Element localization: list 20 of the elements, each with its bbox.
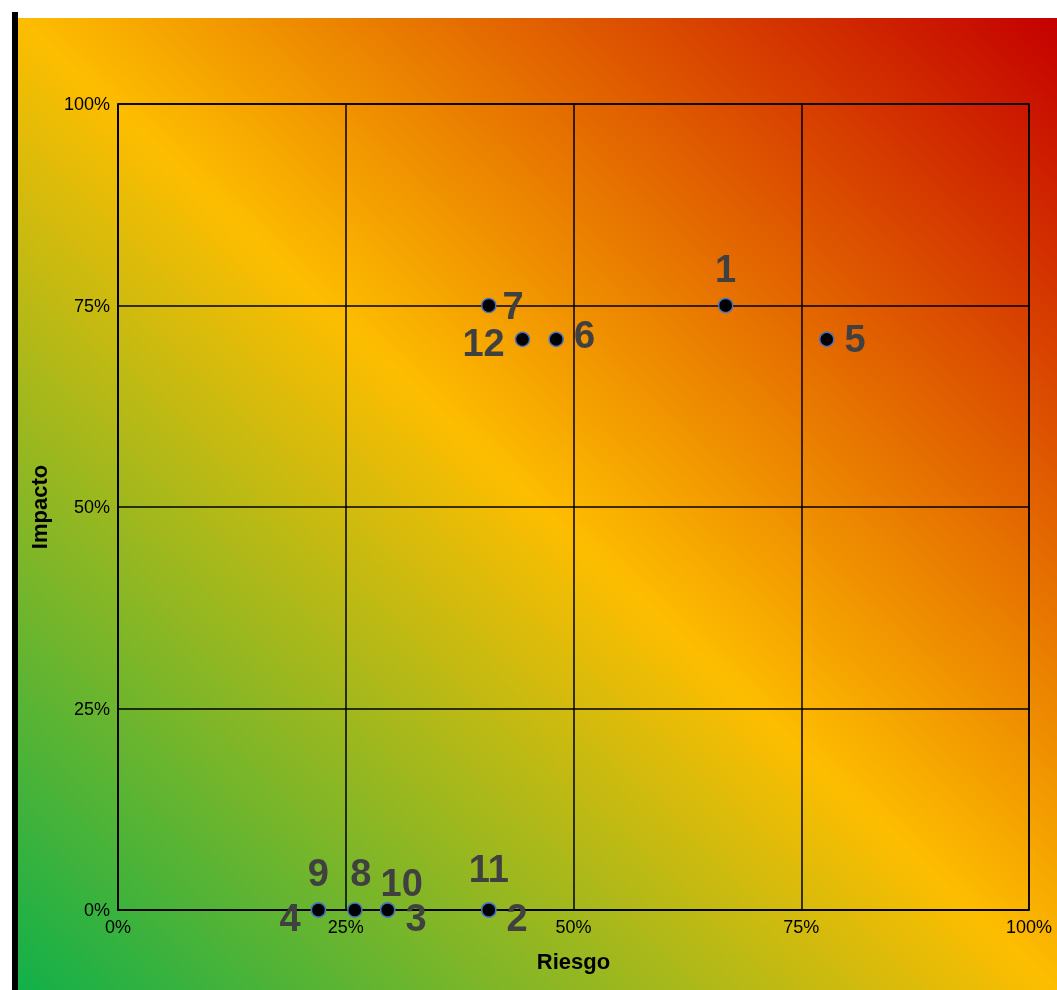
series-label: 5 xyxy=(844,318,866,361)
y-axis-title: Impacto xyxy=(26,464,52,550)
x-tick-label: 25% xyxy=(327,917,364,937)
series-label: 1 xyxy=(715,247,737,290)
y-tick-label: 50% xyxy=(73,497,110,517)
y-tick-label: 25% xyxy=(73,698,110,719)
series-label: 11 xyxy=(468,848,509,891)
series-label: 9 xyxy=(307,852,329,895)
x-tick-label: 75% xyxy=(783,917,820,937)
series-label: 10 xyxy=(380,862,423,905)
y-tick-label: 100% xyxy=(63,94,110,114)
x-tick-label: 50% xyxy=(555,917,592,937)
x-tick-label: 0% xyxy=(104,917,132,937)
series-label: 6 xyxy=(573,314,596,357)
x-tick-label: 100% xyxy=(1005,917,1053,937)
y-tick-label: 75% xyxy=(73,295,110,316)
series-label: 8 xyxy=(350,852,372,895)
y-tick-label: 0% xyxy=(83,900,110,920)
x-axis-title: Riesgo xyxy=(536,948,611,974)
series-label: 12 xyxy=(462,322,505,365)
